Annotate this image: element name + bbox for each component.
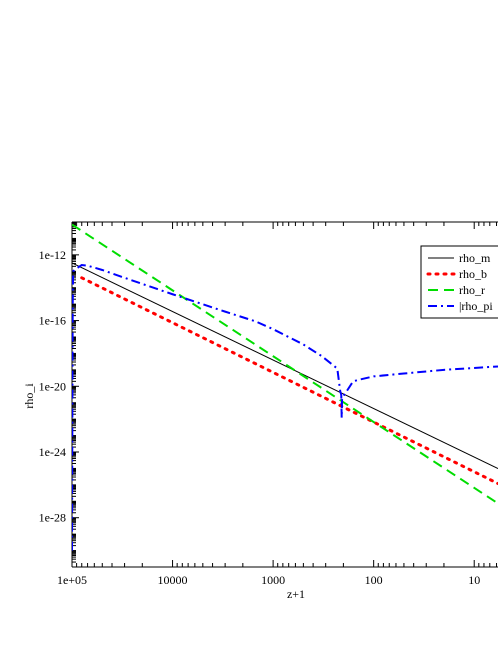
x-axis-label: z+1 [287, 587, 305, 601]
y-tick-label: 1e-12 [39, 248, 66, 262]
legend-label: |rho_pi [459, 299, 493, 313]
x-tick-label: 1e+05 [57, 573, 87, 587]
x-tick-label: 1000 [261, 573, 285, 587]
y-tick-label: 1e-28 [39, 511, 66, 525]
y-tick-label: 1e-20 [39, 379, 66, 393]
x-axis-ticks: 1e+05 10000 1000 100 10 [57, 222, 498, 587]
series-line-3 [72, 223, 498, 505]
y-axis-label: rho_i [22, 383, 36, 409]
series-line-1 [72, 262, 498, 470]
series-line-4 [72, 264, 498, 551]
y-tick-label: 1e-16 [39, 314, 66, 328]
x-tick-label: 10 [468, 573, 480, 587]
y-tick-label: 1e-24 [39, 445, 66, 459]
series-line-2 [80, 276, 498, 486]
series-layer [72, 223, 498, 551]
x-tick-label: 100 [365, 573, 383, 587]
x-tick-label: 10000 [158, 573, 188, 587]
legend-label: rho_r [459, 283, 485, 297]
legend: rho_m rho_b rho_r |rho_pi [420, 245, 498, 319]
y-axis-ticks: 1e-12 1e-16 1e-20 1e-24 1e-28 [39, 221, 79, 568]
legend-label: rho_b [459, 267, 487, 281]
legend-label: rho_m [459, 251, 491, 265]
